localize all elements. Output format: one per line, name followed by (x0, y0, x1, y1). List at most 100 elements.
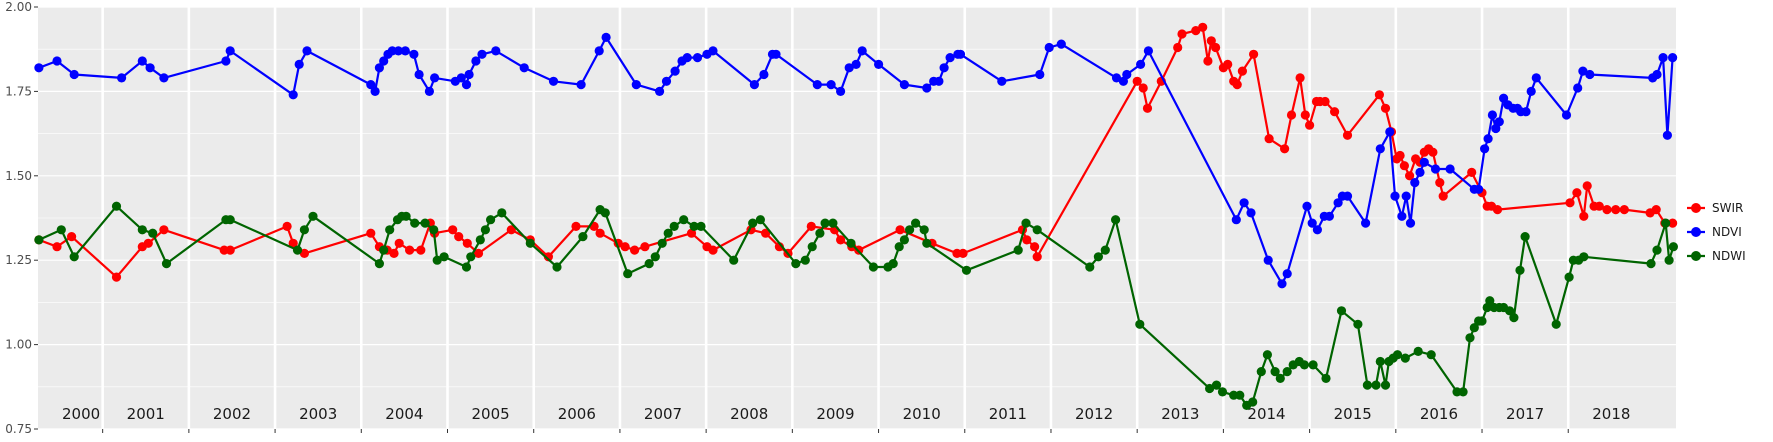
data-point (1662, 130, 1672, 140)
data-point (394, 238, 404, 248)
data-point (366, 80, 376, 90)
data-point (1211, 42, 1221, 53)
y-tick-label: 1.50 (5, 169, 32, 183)
data-point (919, 225, 929, 235)
year-label: 2017 (1506, 405, 1544, 423)
data-point (844, 63, 854, 73)
data-point (576, 80, 586, 90)
data-point (161, 259, 172, 269)
data-point (997, 76, 1007, 86)
data-point (826, 80, 836, 90)
data-point (1248, 397, 1258, 407)
data-point (405, 245, 415, 255)
data-point (1032, 225, 1042, 235)
data-point (1333, 198, 1343, 208)
data-point (623, 269, 633, 279)
data-point (1249, 49, 1259, 59)
year-label: 2006 (558, 405, 596, 423)
data-point (69, 69, 79, 80)
data-point (630, 245, 640, 255)
data-point (1013, 245, 1023, 255)
y-tick-label: 1.00 (5, 338, 32, 352)
data-point (1426, 350, 1436, 360)
data-point (225, 46, 235, 56)
data-point (506, 225, 516, 235)
data-point (888, 259, 898, 269)
data-point (1173, 42, 1183, 53)
data-point (748, 218, 758, 228)
legend-label: NDWI (1712, 249, 1746, 263)
data-point (370, 86, 380, 96)
data-point (670, 66, 680, 76)
data-point (1111, 215, 1121, 225)
data-point (1035, 69, 1045, 80)
data-point (595, 228, 605, 238)
data-point (1282, 367, 1292, 377)
data-point (761, 228, 771, 238)
series-ndvi (34, 32, 1678, 289)
data-point (456, 73, 466, 83)
data-point (1336, 306, 1347, 316)
data-point (669, 221, 679, 231)
data-point (497, 208, 507, 218)
data-point (1579, 211, 1589, 221)
data-point (34, 63, 44, 73)
data-point (1256, 367, 1266, 377)
data-point (1300, 110, 1310, 120)
data-point (663, 228, 673, 238)
data-point (221, 56, 231, 66)
data-point (1223, 59, 1233, 69)
data-point (308, 211, 318, 221)
data-point (1286, 110, 1297, 120)
data-point (525, 238, 535, 248)
data-point (543, 252, 554, 262)
series-ndwi (34, 201, 1678, 410)
data-point (1111, 73, 1122, 83)
data-point (759, 69, 769, 80)
data-point (1211, 380, 1222, 390)
data-point (1413, 346, 1423, 356)
data-point (1362, 380, 1372, 390)
data-point (471, 56, 481, 66)
data-point (620, 242, 630, 252)
data-point (1499, 93, 1509, 103)
data-point (1397, 211, 1407, 221)
data-point (1321, 373, 1331, 383)
year-label: 2000 (62, 405, 100, 423)
data-point (755, 215, 766, 225)
data-point (905, 225, 915, 235)
data-point (143, 238, 153, 248)
data-point (401, 211, 411, 221)
data-point (1203, 56, 1213, 66)
data-point (1521, 107, 1531, 117)
data-point (1480, 144, 1490, 154)
legend-key-point (1691, 227, 1701, 237)
year-label: 2018 (1592, 405, 1630, 423)
data-point (655, 86, 665, 96)
data-point (1275, 373, 1285, 383)
data-point (461, 262, 472, 272)
y-tick-label: 1.25 (5, 253, 32, 267)
data-point (1505, 306, 1515, 316)
data-point (1295, 73, 1305, 83)
data-point (1320, 96, 1330, 107)
data-point (899, 80, 910, 90)
data-point (1232, 80, 1242, 90)
data-point (1198, 22, 1208, 32)
data-point (1458, 387, 1468, 397)
data-point (1401, 191, 1411, 201)
legend: SWIR NDVI NDWI (1687, 201, 1746, 263)
year-label: 2008 (730, 405, 768, 423)
data-point (1044, 42, 1054, 53)
data-point (911, 218, 921, 228)
data-point (1093, 252, 1103, 262)
data-point (480, 225, 490, 235)
data-point (52, 56, 62, 66)
data-point (1312, 225, 1322, 235)
data-point (1594, 201, 1604, 211)
data-point (52, 242, 62, 252)
data-point (846, 238, 856, 248)
data-point (69, 252, 79, 262)
data-point (34, 235, 44, 245)
data-point (1262, 350, 1272, 360)
